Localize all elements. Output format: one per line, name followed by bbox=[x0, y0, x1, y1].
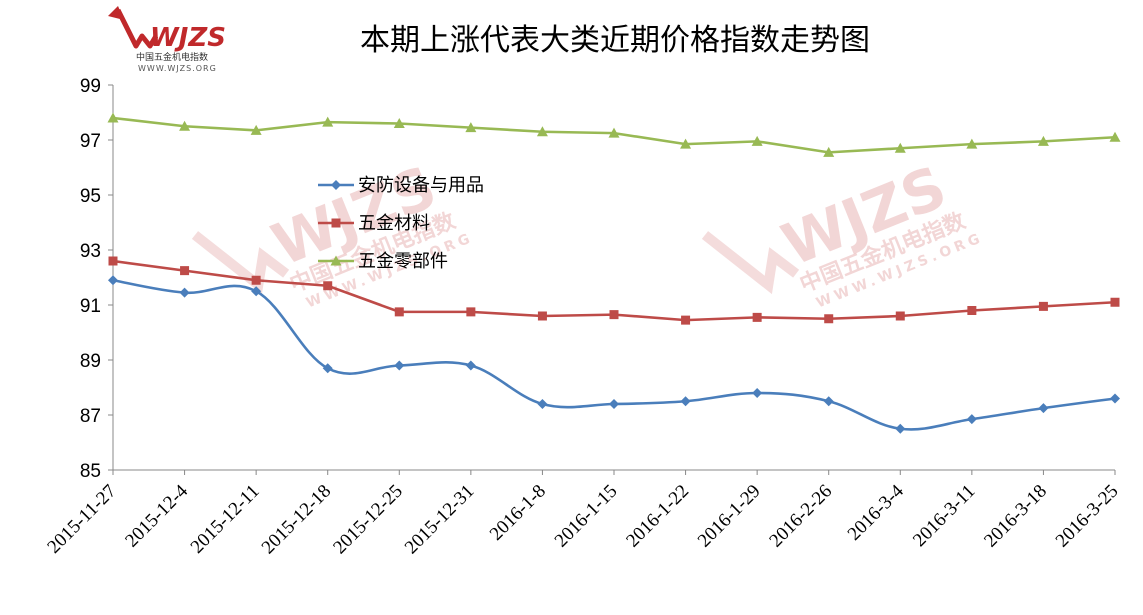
x-tick-label-13: 2016-3-18 bbox=[980, 481, 1051, 552]
watermark-arrow-icon bbox=[191, 231, 290, 295]
logo-brand: WJZS bbox=[150, 23, 226, 53]
x-tick-label-1: 2015-12-4 bbox=[121, 480, 192, 551]
series-1-point-12 bbox=[967, 306, 977, 315]
series-group bbox=[107, 112, 1121, 434]
series-1-point-2 bbox=[251, 275, 261, 285]
x-tick-label-0: 2015-11-27 bbox=[43, 481, 120, 558]
series-0-point-10 bbox=[823, 396, 834, 407]
series-0-point-1 bbox=[179, 287, 190, 298]
series-2-point-6 bbox=[536, 126, 548, 137]
series-1-point-5 bbox=[466, 307, 476, 317]
series-1 bbox=[108, 256, 1120, 325]
y-tick-label-7: 99 bbox=[80, 76, 101, 97]
legend-label-2: 五金零部件 bbox=[358, 251, 448, 272]
series-2-point-13 bbox=[1037, 135, 1049, 146]
series-0-point-9 bbox=[752, 388, 763, 398]
series-1-point-1 bbox=[180, 266, 190, 276]
series-0-point-3 bbox=[322, 363, 333, 374]
series-0-point-12 bbox=[966, 414, 977, 425]
series-2-point-7 bbox=[608, 127, 620, 138]
y-tick-label-2: 89 bbox=[80, 351, 101, 372]
x-tick-label-7: 2016-1-15 bbox=[551, 481, 622, 552]
series-1-point-13 bbox=[1038, 301, 1048, 311]
legend-marker-0 bbox=[331, 180, 341, 190]
legend-marker-2 bbox=[330, 255, 342, 266]
series-2-point-0 bbox=[107, 112, 119, 123]
logo-arrowhead-icon bbox=[108, 6, 124, 20]
series-0-point-4 bbox=[394, 360, 405, 371]
x-tick-label-12: 2016-3-11 bbox=[909, 481, 979, 551]
series-2-point-12 bbox=[966, 138, 978, 149]
series-1-point-14 bbox=[1110, 297, 1120, 307]
x-tick-label-14: 2016-3-25 bbox=[1052, 481, 1123, 552]
legend-marker-1 bbox=[331, 218, 341, 228]
logo-arrow-icon bbox=[115, 8, 159, 49]
x-tick-label-6: 2016-1-8 bbox=[486, 481, 550, 545]
x-ticks: 2015-11-27 2015-12-42015-12-112015-12-182… bbox=[43, 470, 1123, 559]
series-0-point-14 bbox=[1110, 393, 1120, 404]
watermark-left: WJZS 中国五金机电指数 WWW.WJZS.ORG bbox=[191, 153, 476, 311]
x-tick-label-5: 2015-12-31 bbox=[401, 481, 479, 559]
series-0-point-2 bbox=[251, 286, 262, 297]
series-2-point-4 bbox=[393, 118, 405, 128]
series-0-point-0 bbox=[108, 275, 118, 286]
logo-url: WWW.WJZS.ORG bbox=[138, 64, 217, 73]
x-tick-label-9: 2016-1-29 bbox=[694, 481, 765, 552]
series-1-point-9 bbox=[752, 312, 762, 322]
series-line-0 bbox=[112, 278, 1116, 431]
series-0-point-7 bbox=[609, 399, 619, 409]
watermark-arrow-icon-2 bbox=[701, 231, 800, 295]
series-0-point-13 bbox=[1038, 403, 1049, 414]
series-2-point-1 bbox=[179, 120, 191, 131]
series-1-point-8 bbox=[681, 315, 691, 325]
series-1-point-0 bbox=[108, 256, 118, 266]
y-tick-label-1: 87 bbox=[80, 406, 101, 427]
chart-title: 本期上涨代表大类近期价格指数走势图 bbox=[360, 23, 870, 58]
y-tick-label-0: 85 bbox=[80, 461, 101, 482]
y-tick-label-3: 91 bbox=[80, 296, 101, 317]
series-2-point-5 bbox=[465, 122, 477, 133]
y-tick-label-6: 97 bbox=[80, 131, 101, 152]
series-0-point-8 bbox=[680, 396, 691, 407]
series-2-point-11 bbox=[894, 142, 906, 153]
series-0-point-5 bbox=[465, 360, 476, 371]
y-tick-label-4: 93 bbox=[80, 241, 101, 262]
watermark-right: WJZS 中国五金机电指数 WWW.WJZS.ORG bbox=[701, 153, 986, 311]
series-0-point-6 bbox=[537, 399, 548, 409]
series-1-point-6 bbox=[537, 311, 547, 321]
logo-subtitle: 中国五金机电指数 bbox=[136, 51, 208, 63]
legend-label-1: 五金材料 bbox=[358, 213, 430, 234]
legend-label-0: 安防设备与用品 bbox=[358, 175, 484, 196]
series-1-point-11 bbox=[895, 311, 905, 321]
series-0 bbox=[108, 275, 1120, 434]
series-1-point-3 bbox=[323, 281, 333, 291]
x-tick-label-10: 2016-2-26 bbox=[765, 481, 836, 552]
series-2-point-14 bbox=[1109, 131, 1121, 142]
series-2-point-3 bbox=[322, 116, 334, 127]
x-tick-label-3: 2015-12-18 bbox=[258, 481, 336, 559]
series-1-point-10 bbox=[824, 314, 834, 324]
series-0-point-11 bbox=[895, 423, 906, 434]
series-1-point-7 bbox=[609, 310, 619, 320]
series-2-point-8 bbox=[680, 138, 692, 149]
x-tick-label-4: 2015-12-25 bbox=[329, 481, 407, 559]
x-tick-label-11: 2016-3-4 bbox=[844, 480, 908, 544]
series-2-point-9 bbox=[751, 135, 763, 146]
series-1-point-4 bbox=[394, 307, 404, 317]
series-2-point-2 bbox=[250, 124, 262, 135]
series-2-point-10 bbox=[823, 146, 835, 157]
x-tick-label-8: 2016-1-22 bbox=[622, 481, 693, 552]
logo: WJZS 中国五金机电指数 WWW.WJZS.ORG bbox=[108, 6, 226, 73]
y-ticks: 85 87 89 91 93 95 97 99 bbox=[80, 76, 113, 482]
y-tick-label-5: 95 bbox=[80, 186, 101, 207]
x-tick-label-2: 2015-12-11 bbox=[187, 481, 264, 558]
series-2 bbox=[107, 112, 1121, 157]
